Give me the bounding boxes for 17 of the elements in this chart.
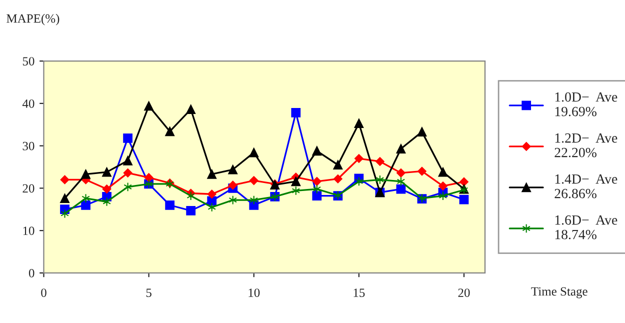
y-tick-label: 10 (23, 226, 34, 236)
x-tick-label: 10 (248, 288, 260, 298)
legend-label: 1.0D− Ave 19.69% (555, 92, 618, 116)
x-tick-label: 20 (458, 288, 470, 298)
y-axis-title: MAPE(%) (6, 14, 60, 26)
y-tick-label: 30 (22, 142, 34, 150)
legend-label: 1.2D− Ave 22.20% (554, 133, 618, 158)
x-tick-label: 15 (354, 288, 365, 298)
y-tick-label: 0 (28, 268, 34, 278)
y-tick-label: 20 (22, 184, 34, 193)
x-axis-title: Time Stage (531, 287, 588, 298)
y-tick-label: 50 (22, 57, 34, 66)
x-tick-label: 5 (146, 288, 152, 298)
legend-label: 1.6D− Ave 18.74% (555, 215, 618, 240)
legend-label: 1.4D− Ave 26.86% (554, 174, 618, 198)
y-tick-label: 40 (22, 99, 34, 108)
x-tick-label: 0 (41, 288, 46, 298)
